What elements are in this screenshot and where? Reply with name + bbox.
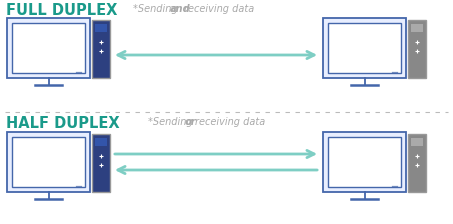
Text: HALF DUPLEX: HALF DUPLEX <box>6 116 120 131</box>
Bar <box>12 23 85 73</box>
Bar <box>328 23 401 73</box>
Text: or: or <box>185 117 197 127</box>
Bar <box>323 132 406 192</box>
Bar <box>7 18 90 78</box>
Bar <box>92 134 110 192</box>
Bar <box>408 134 426 192</box>
Text: receiving data: receiving data <box>195 117 265 127</box>
Bar <box>411 24 423 32</box>
Text: FULL DUPLEX: FULL DUPLEX <box>6 3 117 18</box>
Bar <box>408 20 426 78</box>
Bar <box>12 137 85 187</box>
Bar <box>323 18 406 78</box>
Bar <box>92 20 110 78</box>
Bar <box>95 138 107 146</box>
Text: receiving data: receiving data <box>184 4 254 14</box>
Bar <box>7 132 90 192</box>
Bar <box>328 137 401 187</box>
Text: *Sending: *Sending <box>148 117 196 127</box>
Bar <box>95 24 107 32</box>
Text: and: and <box>170 4 191 14</box>
Text: *Sending: *Sending <box>133 4 181 14</box>
Bar <box>411 138 423 146</box>
